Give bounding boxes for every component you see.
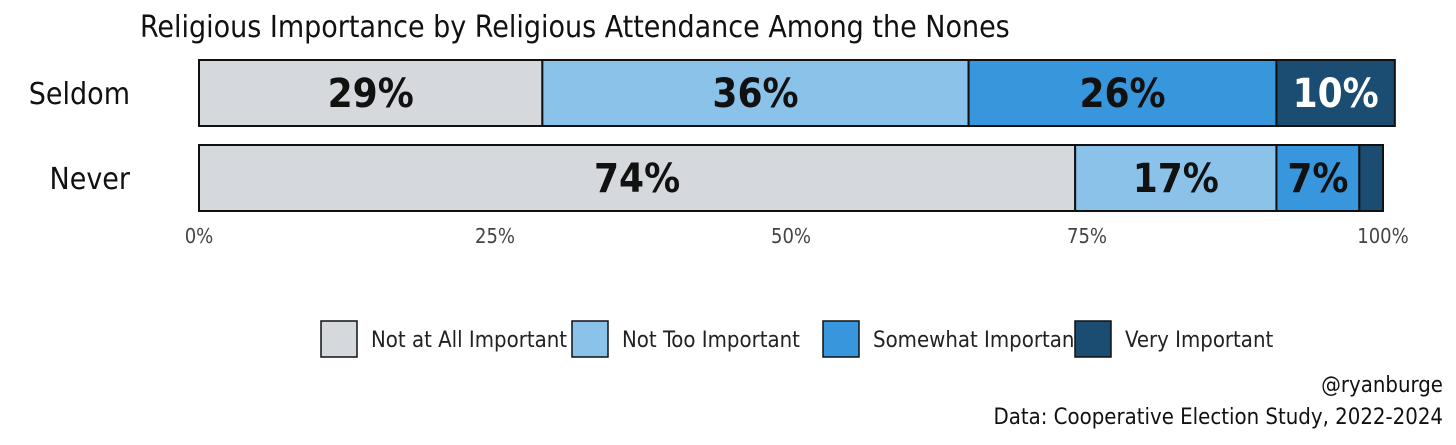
legend-label: Not Too Important xyxy=(622,328,800,353)
legend-swatch xyxy=(822,320,860,358)
bars-group: Seldom Never 29% 36% 26% 10% 74% 17% 7% xyxy=(29,59,1396,212)
legend-swatch xyxy=(1074,320,1112,358)
x-tick-label: 75% xyxy=(1067,224,1107,248)
data-label-seldom-1: 36% xyxy=(712,71,798,117)
caption-handle: @ryanburge xyxy=(1321,373,1443,398)
data-label-seldom-0: 29% xyxy=(328,71,414,117)
bar-segment-seldom-3 xyxy=(1275,59,1396,127)
legend: Not at All Important Not Too Important Som… xyxy=(320,320,1273,358)
bar-segment-never-2 xyxy=(1275,144,1361,212)
legend-item: Somewhat Important xyxy=(822,320,1082,358)
legend-label: Not at All Important xyxy=(371,328,567,353)
bar-segment-seldom-0 xyxy=(198,59,544,127)
x-tick-label: 100% xyxy=(1357,224,1408,248)
legend-label: Very Important xyxy=(1125,328,1273,353)
bar-segment-seldom-2 xyxy=(967,59,1278,127)
bar-segment-never-1 xyxy=(1074,144,1278,212)
category-label-seldom: Seldom xyxy=(29,77,130,112)
data-label-seldom-2: 26% xyxy=(1079,71,1165,117)
data-label-never-0: 74% xyxy=(594,156,680,202)
legend-item: Not Too Important xyxy=(571,320,800,358)
category-label-never: Never xyxy=(50,162,131,197)
data-label-never-1: 17% xyxy=(1133,156,1219,202)
bar-segment-seldom-1 xyxy=(541,59,970,127)
x-tick-label: 0% xyxy=(185,224,214,248)
caption-source: Data: Cooperative Election Study, 2022-2… xyxy=(993,405,1443,430)
bar-segment-never-0 xyxy=(198,144,1077,212)
x-tick-label: 50% xyxy=(771,224,811,248)
bar-segment-never-3 xyxy=(1358,144,1384,212)
legend-swatch xyxy=(320,320,358,358)
data-label-never-2: 7% xyxy=(1287,156,1348,202)
legend-swatch xyxy=(571,320,609,358)
legend-item: Not at All Important xyxy=(320,320,567,358)
data-label-seldom-3: 10% xyxy=(1293,71,1379,117)
x-tick-label: 25% xyxy=(475,224,515,248)
legend-label: Somewhat Important xyxy=(873,328,1082,353)
x-axis: 0% 25% 50% 75% 100% xyxy=(185,224,1409,248)
chart-title: Religious Importance by Religious Attend… xyxy=(140,10,1010,45)
legend-item: Very Important xyxy=(1074,320,1273,358)
